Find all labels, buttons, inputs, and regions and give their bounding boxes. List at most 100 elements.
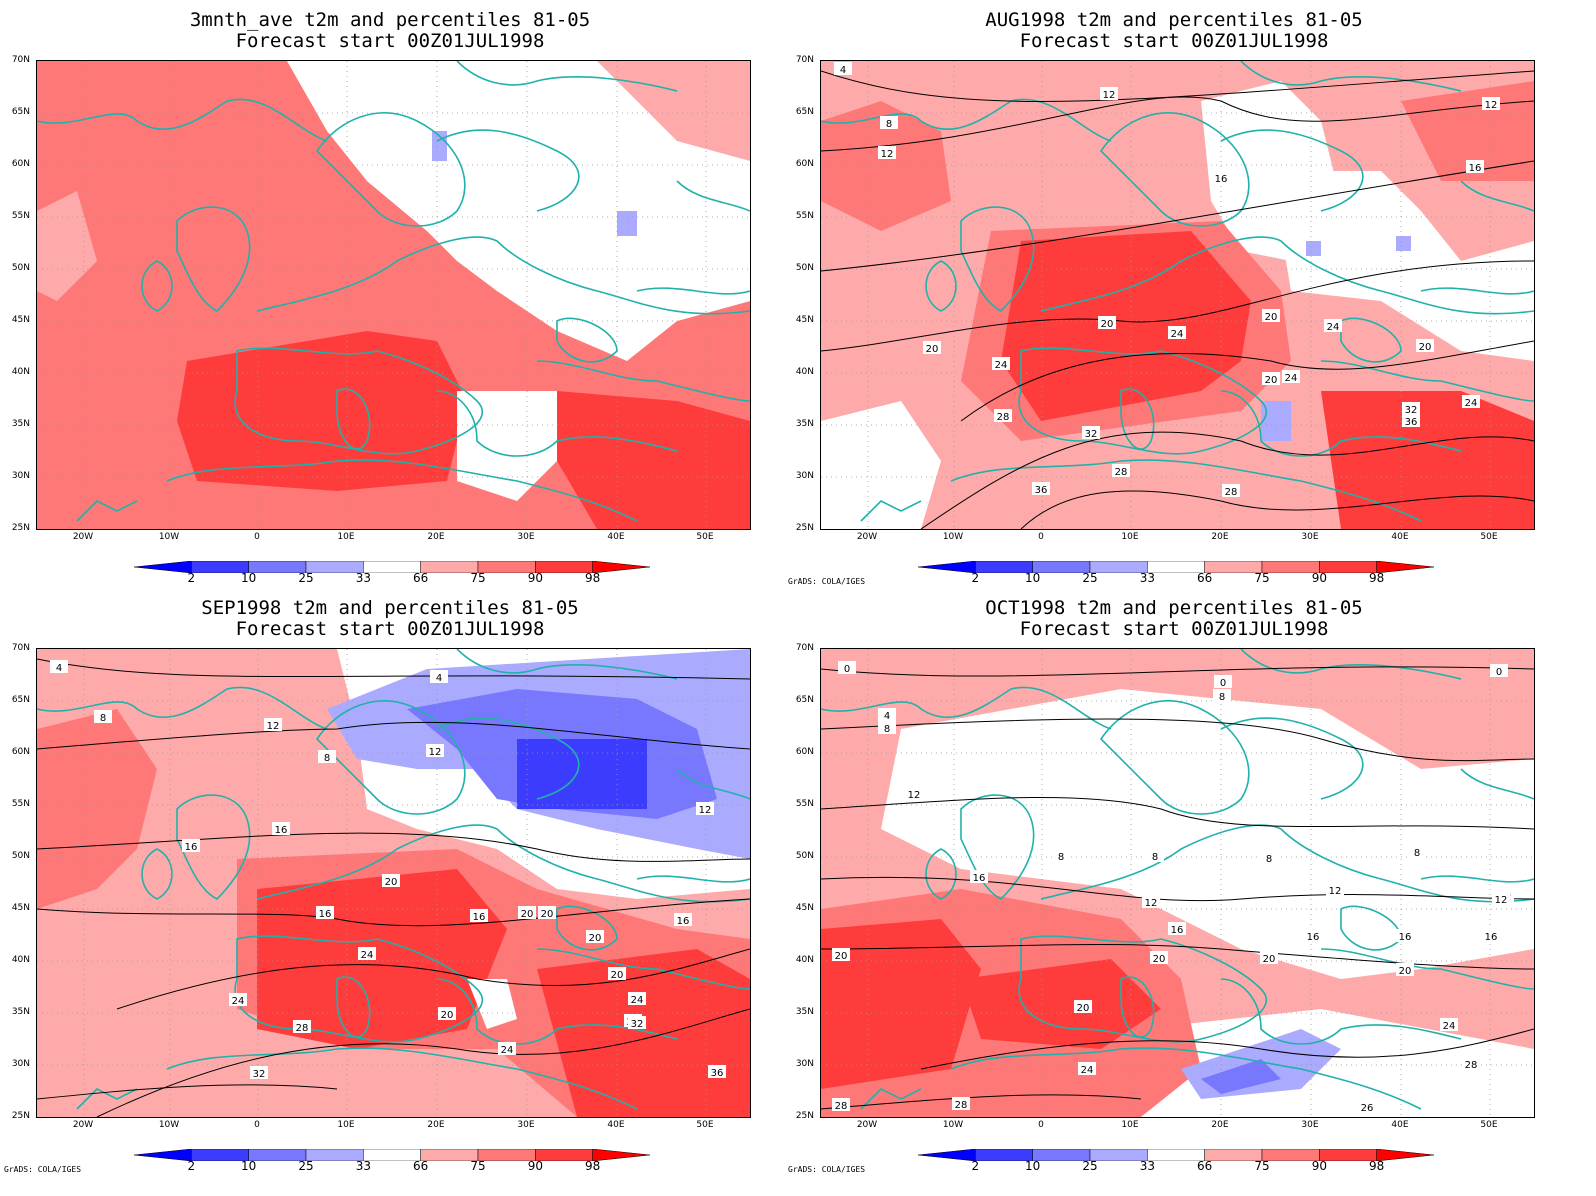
- coastline: [536, 948, 750, 990]
- panel-subtitle: Forecast start 00Z01JUL1998: [1019, 618, 1329, 640]
- contour-label: 24: [1324, 319, 1342, 333]
- contour-label: 12: [1100, 87, 1118, 101]
- svg-text:8: 8: [1058, 852, 1064, 863]
- coastline: [436, 717, 580, 800]
- svg-text:32: 32: [631, 1019, 644, 1030]
- svg-text:12: 12: [1145, 898, 1158, 909]
- svg-text:12: 12: [429, 747, 442, 758]
- svg-text:28: 28: [955, 1100, 968, 1111]
- contour-label: 24: [498, 1042, 516, 1056]
- percentile-shading-25_33: [1306, 241, 1321, 256]
- svg-text:26: 26: [1361, 1103, 1374, 1114]
- svg-text:20: 20: [385, 877, 398, 888]
- colorbar-label: 66: [1197, 1159, 1213, 1173]
- contour-label: 8: [1146, 849, 1164, 863]
- lat-tick-label: 30N: [795, 1059, 814, 1069]
- coastline: [676, 768, 750, 800]
- svg-text:16: 16: [1307, 932, 1320, 943]
- colorbar-label: 75: [470, 1159, 486, 1173]
- lon-tick-label: 40E: [1391, 532, 1409, 542]
- map-svg: 4 4 8 8 12 12 12 16 16 16 16 16 20 20 20 20 20 20 24 24 24 24…: [37, 649, 750, 1117]
- coastline: [1420, 287, 1534, 295]
- lat-tick-label: 60N: [795, 159, 814, 169]
- contour-label: 24: [1282, 370, 1300, 384]
- lat-tick-label: 25N: [11, 523, 30, 533]
- contour-label: 12: [264, 718, 282, 732]
- contour-label: 8: [880, 116, 898, 130]
- lon-tick-label: 0: [1038, 1120, 1044, 1130]
- coastline: [336, 976, 371, 1038]
- coastline: [456, 649, 678, 680]
- percentile-shading-33_66: [287, 61, 750, 361]
- isotherm-contour: [1020, 490, 1534, 529]
- grads-credit: GrADS: COLA/IGES: [4, 1165, 82, 1174]
- colorbar-label: 75: [470, 571, 486, 585]
- contour-label: 8: [1052, 849, 1070, 863]
- percentile-shading-90_98: [1321, 391, 1534, 529]
- percentile-shading-75_90: [37, 709, 157, 909]
- lon-tick-label: 40E: [607, 532, 625, 542]
- colorbar-label: 33: [355, 571, 371, 585]
- svg-text:20: 20: [835, 951, 848, 962]
- svg-text:12: 12: [908, 790, 921, 801]
- coastline: [636, 287, 750, 295]
- contour-label: 28: [994, 409, 1012, 423]
- coastline: [37, 98, 328, 142]
- grads-credit: GrADS: COLA/IGES: [788, 577, 866, 586]
- coastline: [1460, 180, 1534, 212]
- svg-text:24: 24: [1443, 1021, 1456, 1032]
- svg-text:28: 28: [1115, 467, 1128, 478]
- svg-text:24: 24: [501, 1045, 514, 1056]
- contour-label: 12: [878, 146, 896, 160]
- contour-label: 20: [586, 930, 604, 944]
- isotherm-contour: [920, 431, 1534, 529]
- lat-tick-label: 65N: [11, 695, 30, 705]
- coastline: [556, 905, 618, 951]
- svg-text:20: 20: [1153, 954, 1166, 965]
- coastline: [1220, 129, 1364, 212]
- contour-label: 16: [970, 870, 988, 884]
- contour-label: 20: [518, 906, 536, 920]
- lat-tick-label: 40N: [795, 955, 814, 965]
- svg-text:36: 36: [711, 1068, 724, 1079]
- contour-label: 12: [696, 802, 714, 816]
- colorbar-label: 10: [241, 571, 257, 585]
- contour-label: 0: [838, 661, 856, 675]
- isotherm-contour: [821, 96, 1534, 152]
- lat-tick-label: 35N: [795, 419, 814, 429]
- contour-label: 16: [1304, 929, 1322, 943]
- svg-text:8: 8: [1266, 854, 1272, 865]
- svg-text:28: 28: [1225, 487, 1238, 498]
- coastline: [256, 824, 750, 903]
- coastline: [1320, 948, 1534, 990]
- contour-label: 20: [832, 948, 850, 962]
- lon-tick-label: 10W: [942, 532, 964, 542]
- svg-text:28: 28: [997, 412, 1010, 423]
- svg-text:20: 20: [611, 970, 624, 981]
- lat-tick-label: 25N: [795, 1111, 814, 1121]
- svg-text:20: 20: [1077, 1003, 1090, 1014]
- contour-label: 36: [708, 1065, 726, 1079]
- svg-text:20: 20: [1419, 342, 1432, 353]
- contour-label: 4: [834, 62, 852, 76]
- colorbar-segment: [1376, 1148, 1435, 1162]
- colorbar-label: 2: [971, 1159, 980, 1173]
- svg-text:8: 8: [1219, 692, 1225, 703]
- coastline: [315, 700, 466, 815]
- contour-label: 24: [1440, 1018, 1458, 1032]
- isotherm-contour: [96, 1008, 750, 1117]
- contour-label: 20: [923, 341, 941, 355]
- svg-text:32: 32: [1405, 405, 1418, 416]
- colorbar-label: 90: [527, 571, 543, 585]
- contour-label: 28: [1222, 484, 1240, 498]
- contour-label: 24: [358, 947, 376, 961]
- isotherm-contour: [37, 721, 750, 750]
- colorbar-label: 90: [1311, 571, 1327, 585]
- colorbar-label: 90: [1311, 1159, 1327, 1173]
- percentile-shading-2_10: [517, 739, 647, 809]
- percentile-shading-90_98: [1001, 231, 1251, 421]
- map-panel-4: OCT1998 t2m and percentiles 81-05 Forecas…: [784, 588, 1564, 1186]
- percentile-shading-90_98: [821, 919, 981, 1089]
- contour-label: 24: [1168, 326, 1186, 340]
- svg-text:12: 12: [699, 805, 712, 816]
